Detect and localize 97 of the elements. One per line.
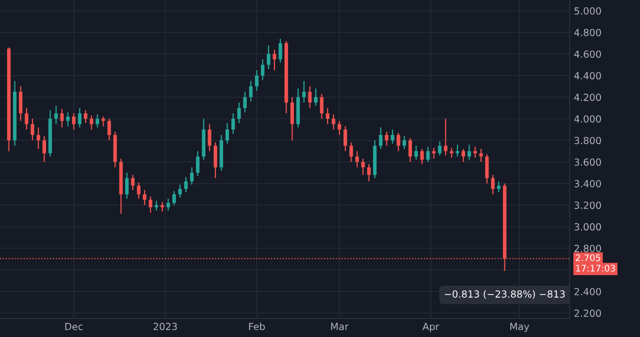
candlestick <box>142 189 146 206</box>
candlestick <box>254 70 259 92</box>
candlestick <box>107 118 111 141</box>
annotation: −0.813 (−23.88%) −813 <box>444 290 565 299</box>
candlestick <box>249 80 253 102</box>
candlestick <box>408 138 412 162</box>
candlestick <box>426 146 430 162</box>
x-tick-label: Feb <box>249 322 265 330</box>
candlestick <box>272 49 276 71</box>
candlestick <box>450 147 454 158</box>
candlestick <box>444 118 448 156</box>
candlestick <box>131 174 135 191</box>
y-tick-label: 4.800 <box>574 28 601 36</box>
candlestick <box>178 184 182 198</box>
x-tick-label: May <box>510 322 530 332</box>
candlestick <box>456 144 460 158</box>
candlestick <box>266 44 270 70</box>
candlestick <box>308 86 312 109</box>
candlestick <box>84 110 88 124</box>
candlestick <box>78 107 82 128</box>
y-tick-label: 4.000 <box>574 115 601 123</box>
y-tick-label: 2.200 <box>574 310 601 317</box>
candlestick <box>349 142 353 162</box>
candlestick <box>438 140 442 156</box>
candlestick <box>160 201 164 212</box>
candlestick <box>332 114 336 130</box>
candlestick <box>390 128 394 144</box>
candlestick <box>172 190 176 206</box>
candlestick <box>290 96 294 141</box>
y-tick-label: 5.000 <box>574 7 601 15</box>
candlestick <box>125 172 129 200</box>
candlestick <box>432 147 436 160</box>
y-tick-label: 3.200 <box>574 202 601 209</box>
candlestick <box>384 131 388 146</box>
candlestick <box>402 135 406 150</box>
x-tick-label: 2023 <box>154 322 177 330</box>
candlestick <box>278 38 282 64</box>
candlestick <box>462 148 466 162</box>
x-tick-label: Mar <box>331 322 349 330</box>
candlestick <box>190 166 194 186</box>
candlestick <box>378 126 382 150</box>
candlestick <box>214 142 218 179</box>
candlestick <box>320 93 324 120</box>
x-tick-label: Dec <box>65 322 83 330</box>
y-tick-label: 3.000 <box>574 223 601 231</box>
candlestick <box>314 88 318 106</box>
candlestick <box>66 112 70 127</box>
candlestick <box>344 126 348 152</box>
candlestick <box>96 114 100 128</box>
candlestick <box>18 86 22 122</box>
candlestick <box>166 198 170 212</box>
candlestick <box>42 135 46 162</box>
y-tick-label: 4.600 <box>574 50 601 58</box>
y-tick-label: 2.800 <box>574 244 601 252</box>
candlestick <box>54 105 58 125</box>
ref-line-label: 2.705 <box>576 254 600 262</box>
y-tick-label: 4.400 <box>574 72 601 80</box>
y-tick-label: 3.600 <box>574 158 601 166</box>
candlestick <box>196 150 200 177</box>
candlestick <box>154 200 158 212</box>
y-tick-label: 3.800 <box>574 136 601 144</box>
candlestick <box>367 164 371 182</box>
candlestick <box>420 148 424 165</box>
candlestick <box>414 145 418 160</box>
candlestick <box>243 91 247 113</box>
x-tick-label: Apr <box>422 322 440 332</box>
candlestick <box>260 58 264 80</box>
candlestick <box>485 154 489 184</box>
candlestick <box>72 112 76 130</box>
y-tick-label: 3.400 <box>574 180 601 188</box>
candlestick <box>473 146 477 158</box>
candlestick <box>497 180 501 193</box>
candlestick <box>184 176 188 193</box>
candlestick <box>479 148 483 162</box>
candlestick <box>302 80 306 104</box>
candlestick <box>237 102 241 124</box>
candlestick <box>355 150 359 168</box>
candlestick <box>30 118 34 141</box>
candlestick <box>491 174 495 195</box>
candlestick <box>326 107 330 125</box>
y-tick-label: 2.400 <box>574 288 601 296</box>
candlestick <box>338 120 342 136</box>
candlestick <box>225 122 230 144</box>
candlestick <box>24 107 28 130</box>
candlestick <box>36 126 40 150</box>
y-tick-label: 4.200 <box>574 94 601 101</box>
text: 17:17:03 <box>576 264 615 272</box>
candlestick <box>208 124 212 152</box>
candlestick <box>148 196 152 214</box>
candlestick <box>231 112 235 134</box>
candlestick <box>102 116 106 127</box>
candlestick <box>60 108 64 128</box>
candlestick <box>467 144 472 160</box>
candlestick <box>90 114 94 130</box>
candlestick <box>396 132 400 152</box>
candlestick <box>136 182 140 200</box>
candlestick <box>361 158 365 176</box>
